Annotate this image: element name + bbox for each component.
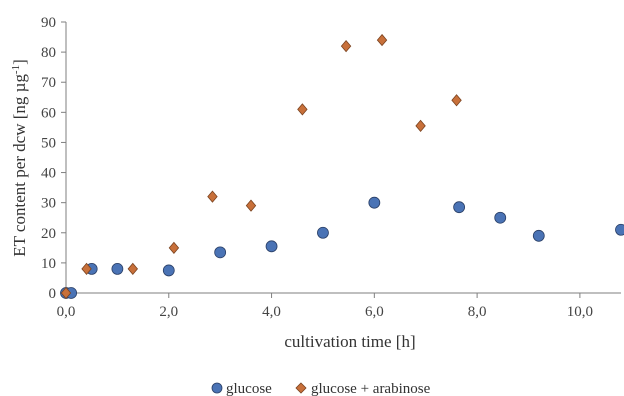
glucose-point: [615, 223, 624, 236]
y-ticks: 0 10 20 30 40 50 60 70 80 90: [41, 15, 66, 302]
x-axis-title: cultivation time [h]: [284, 332, 415, 351]
glucose-point: [494, 211, 507, 224]
legend-label-glucose-arabinose: glucose + arabinose: [311, 381, 431, 396]
glucose-point: [368, 196, 381, 209]
x-tick-label: 10,0: [567, 304, 593, 320]
y-axis-title-end: ]: [10, 59, 29, 65]
glucose-point: [111, 263, 124, 275]
data-points: [60, 33, 624, 300]
legend-marker-glucose-arabinose: [295, 382, 307, 394]
glucose-point: [453, 201, 466, 214]
glucose-arabinose-point: [451, 94, 462, 107]
glucose-arabinose-point: [415, 119, 426, 133]
y-axis-title-main: ET content per dcw [ng µg: [10, 74, 29, 257]
glucose-arabinose-point: [168, 241, 180, 254]
glucose-arabinose-point: [245, 199, 257, 212]
glucose-arabinose-point: [60, 286, 72, 300]
glucose-arabinose-point: [127, 262, 139, 276]
x-tick-label: 0,0: [57, 304, 76, 320]
x-tick-label: 6,0: [365, 304, 384, 320]
y-tick-label: 10: [41, 256, 56, 272]
glucose-point: [265, 240, 278, 253]
x-tick-label: 8,0: [468, 304, 487, 320]
glucose-point: [162, 264, 175, 277]
legend-marker-glucose: [211, 382, 223, 394]
glucose-arabinose-point: [376, 33, 388, 47]
glucose-point: [317, 226, 329, 239]
y-tick-label: 80: [41, 45, 56, 61]
y-tick-label: 0: [49, 286, 57, 302]
y-tick-label: 50: [41, 135, 56, 151]
x-ticks: 0,0 2,0 4,0 6,0 8,0 10,0: [57, 293, 593, 320]
glucose-arabinose-point: [340, 39, 352, 53]
glucose-point: [214, 246, 227, 259]
x-tick-label: 4,0: [262, 304, 281, 320]
legend-label-glucose: glucose: [226, 381, 272, 396]
y-tick-label: 40: [41, 166, 56, 182]
x-tick-label: 2,0: [159, 304, 178, 320]
y-tick-label: 90: [41, 15, 56, 31]
axes: [65, 22, 621, 294]
y-axis-title-superscript: -1: [10, 65, 22, 74]
y-tick-label: 20: [41, 226, 56, 242]
glucose-point: [532, 229, 545, 242]
y-tick-label: 60: [41, 105, 56, 121]
y-axis-title: ET content per dcw [ng µg-1]: [10, 59, 29, 257]
glucose-arabinose-point: [207, 190, 218, 203]
glucose-arabinose-point: [297, 103, 308, 116]
y-tick-label: 30: [41, 196, 56, 212]
glucose-arabinose-point: [81, 262, 92, 276]
legend: glucose glucose + arabinose: [211, 381, 431, 396]
y-tick-label: 70: [41, 75, 56, 91]
